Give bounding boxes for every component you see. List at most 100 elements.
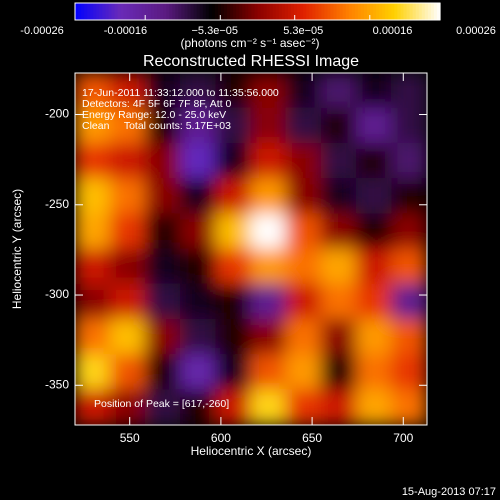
colorbar-swatch	[394, 3, 399, 20]
cell	[144, 73, 182, 109]
colorbar-swatch	[339, 3, 344, 20]
colorbar-swatch	[75, 3, 79, 20]
colorbar-swatch	[230, 3, 234, 20]
cell	[75, 354, 111, 391]
colorbar-swatch	[141, 3, 146, 20]
colorbar-swatch	[84, 3, 88, 20]
cell	[215, 213, 252, 250]
cell	[391, 283, 427, 320]
cell	[320, 178, 358, 215]
colorbar-swatch	[303, 3, 307, 20]
image-area	[75, 73, 427, 425]
colorbar-swatch	[418, 3, 423, 20]
colorbar-swatch	[126, 3, 131, 20]
cell	[285, 107, 322, 144]
cell	[285, 213, 322, 250]
colorbar-swatch	[251, 3, 256, 20]
colorbar: -0.00026 -0.00016 −5.3e−05 5.3e−05 0.00016 0.…	[20, 2, 496, 37]
cell	[180, 283, 217, 320]
colorbar-swatch	[181, 3, 186, 20]
colorbar-swatch	[217, 3, 222, 20]
x-tick-label: 600	[211, 431, 231, 445]
cell	[144, 142, 182, 180]
cell	[75, 389, 111, 425]
colorbar-swatch	[284, 3, 289, 20]
cell	[144, 389, 182, 425]
colorbar-swatch	[260, 3, 265, 20]
colorbar-swatch	[342, 3, 347, 20]
colorbar-swatch	[324, 3, 329, 20]
colorbar-swatch	[160, 3, 164, 20]
colorbar-tick-label: 0.00026	[456, 25, 496, 37]
cell	[285, 178, 322, 215]
colorbar-swatch	[351, 3, 356, 20]
colorbar-swatch	[360, 3, 365, 20]
colorbar-swatch	[397, 3, 402, 20]
cell	[320, 248, 358, 285]
cell	[250, 213, 287, 250]
colorbar-swatch	[211, 3, 216, 20]
cell	[285, 283, 322, 320]
cell	[356, 213, 393, 250]
colorbar-swatch	[236, 3, 240, 20]
cell	[144, 248, 182, 285]
colorbar-swatch	[269, 3, 274, 20]
colorbar-swatch	[193, 3, 198, 20]
plot-frame	[74, 72, 428, 426]
cell	[356, 354, 393, 391]
cell	[215, 318, 252, 356]
chart-title: Reconstructed RHESSI Image	[143, 53, 359, 70]
colorbar-swatch	[263, 3, 268, 20]
cell	[144, 178, 182, 215]
colorbar-swatch	[376, 3, 380, 20]
colorbar-swatch	[373, 3, 377, 20]
cell	[356, 73, 393, 109]
colorbar-swatch	[354, 3, 359, 20]
colorbar-label: (photons cm⁻² s⁻¹ asec⁻²)	[180, 36, 319, 50]
colorbar-swatch	[114, 3, 119, 20]
colorbar-swatch	[412, 3, 417, 20]
colorbar-swatch	[272, 3, 277, 20]
cell	[320, 107, 358, 144]
x-tick-label: 700	[393, 431, 413, 445]
cell	[320, 318, 358, 356]
cell	[320, 213, 358, 250]
colorbar-swatch	[221, 3, 225, 20]
colorbar-swatch	[327, 3, 332, 20]
cell	[75, 107, 111, 144]
colorbar-swatch	[102, 3, 107, 20]
colorbar-swatch	[208, 3, 213, 20]
cell	[109, 354, 146, 391]
cell	[391, 248, 427, 285]
colorbar-swatch	[245, 3, 249, 20]
colorbar-swatch	[321, 3, 326, 20]
colorbar-swatch	[348, 3, 353, 20]
cell	[356, 389, 393, 425]
colorbar-swatch	[148, 3, 152, 20]
cell	[320, 73, 358, 109]
colorbar-swatch	[248, 3, 253, 20]
colorbar-swatch	[385, 3, 389, 20]
colorbar-swatch	[294, 3, 298, 20]
x-tick-label: 550	[120, 431, 140, 445]
cell	[250, 283, 287, 320]
colorbar-swatch	[367, 3, 371, 20]
image	[75, 73, 427, 425]
colorbar-swatch	[436, 3, 441, 20]
cell	[250, 142, 287, 180]
cell	[144, 318, 182, 356]
colorbar-frame	[74, 2, 441, 21]
colorbar-swatch	[108, 3, 113, 20]
cell	[320, 389, 358, 425]
annotation: Energy Range: 12.0 - 25.0 keV	[82, 109, 226, 121]
colorbar-swatch	[175, 3, 180, 20]
colorbar-swatch	[105, 3, 110, 20]
cell	[144, 213, 182, 250]
colorbar-swatch	[132, 3, 137, 20]
cell	[320, 283, 358, 320]
colorbar-swatch	[214, 3, 219, 20]
colorbar-swatch	[409, 3, 414, 20]
cell	[75, 178, 111, 215]
colorbar-swatch	[427, 3, 432, 20]
colorbar-swatch	[315, 3, 319, 20]
